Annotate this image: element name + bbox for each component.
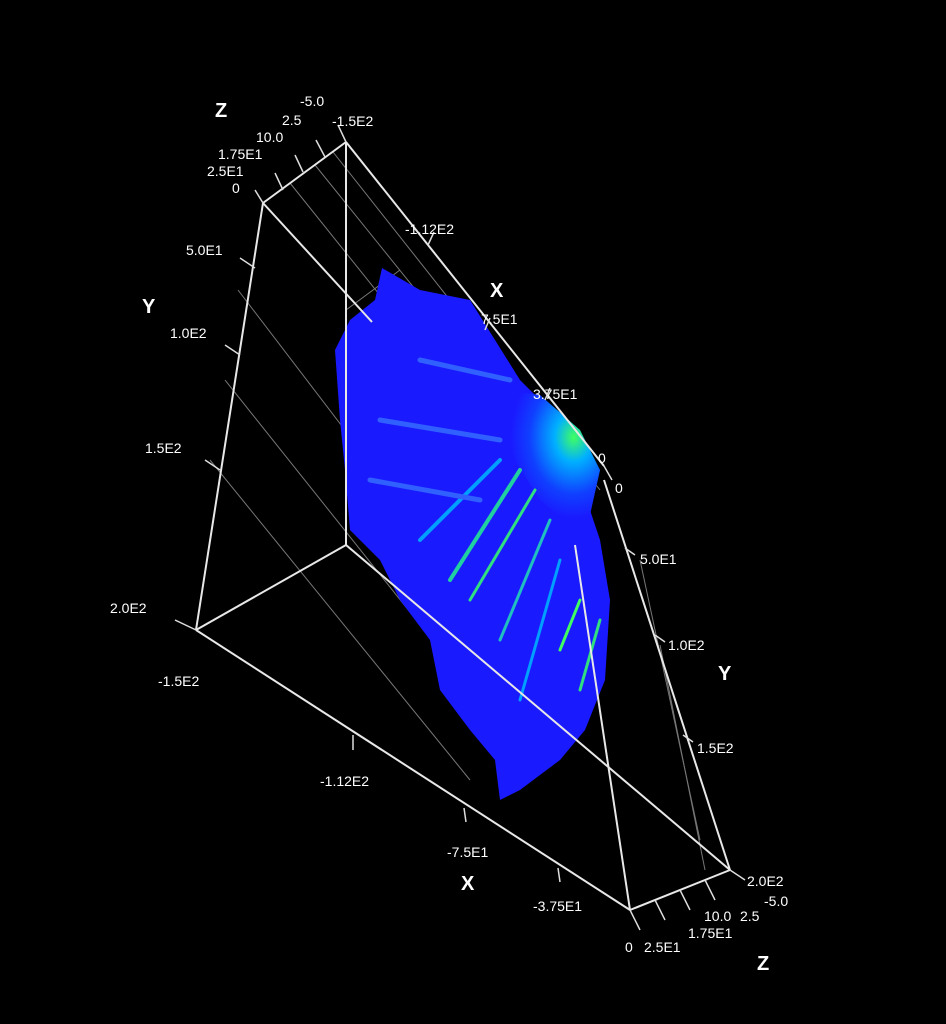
z-tick-label: 0 <box>625 939 633 955</box>
axis-ticks <box>174 124 746 931</box>
y-tick-label: 1.5E2 <box>697 740 734 756</box>
z-tick-label: 2.5E1 <box>644 939 681 955</box>
volume-data <box>335 268 610 800</box>
y-tick-label: 2.0E2 <box>747 873 784 889</box>
x-axis-title-top: X <box>490 280 504 302</box>
z-tick-label: 1.75E1 <box>218 146 263 162</box>
axis-box <box>195 141 731 911</box>
y-tick-label: 1.0E2 <box>170 325 207 341</box>
y-tick-label: 1.0E2 <box>668 637 705 653</box>
volume-streaks <box>367 357 602 702</box>
z-axis-title-bottom: Z <box>757 953 769 975</box>
z-tick-label: -5.0 <box>300 93 324 109</box>
x-tick-label: 0 <box>598 450 606 466</box>
z-tick-label: 2.5E1 <box>207 163 244 179</box>
y-tick-label: 5.0E1 <box>186 242 223 258</box>
z-tick-label: 10.0 <box>704 908 731 924</box>
x-tick-label: -1.12E2 <box>320 773 369 789</box>
x-tick-label: -3.75E1 <box>533 898 582 914</box>
x-tick-label: 3.75E1 <box>533 386 578 402</box>
x-tick-label: 7.5E1 <box>481 311 518 327</box>
y-tick-label: 1.5E2 <box>145 440 182 456</box>
z-tick-label: -5.0 <box>764 893 788 909</box>
y-tick-label: 5.0E1 <box>640 551 677 567</box>
x-tick-label: -1.12E2 <box>405 221 454 237</box>
y-axis-title-right: Y <box>718 663 732 685</box>
volume-blob-main <box>335 268 610 800</box>
y-tick-label: 2.0E2 <box>110 600 147 616</box>
z-tick-label: 0 <box>232 180 240 196</box>
x-tick-label: -1.5E2 <box>158 673 199 689</box>
z-tick-label: 2.5 <box>282 112 302 128</box>
z-tick-label: 10.0 <box>256 129 283 145</box>
z-tick-label: 1.75E1 <box>688 925 733 941</box>
x-tick-label: -1.5E2 <box>332 113 373 129</box>
z-axis-title-top: Z <box>215 100 227 122</box>
z-tick-label: 2.5 <box>740 908 760 924</box>
y-axis-title-left: Y <box>142 296 156 318</box>
x-tick-label: -7.5E1 <box>447 844 488 860</box>
y-tick-label: 0 <box>615 480 623 496</box>
volume-blob-core <box>495 390 600 525</box>
x-axis-title-bottom: X <box>461 873 475 895</box>
